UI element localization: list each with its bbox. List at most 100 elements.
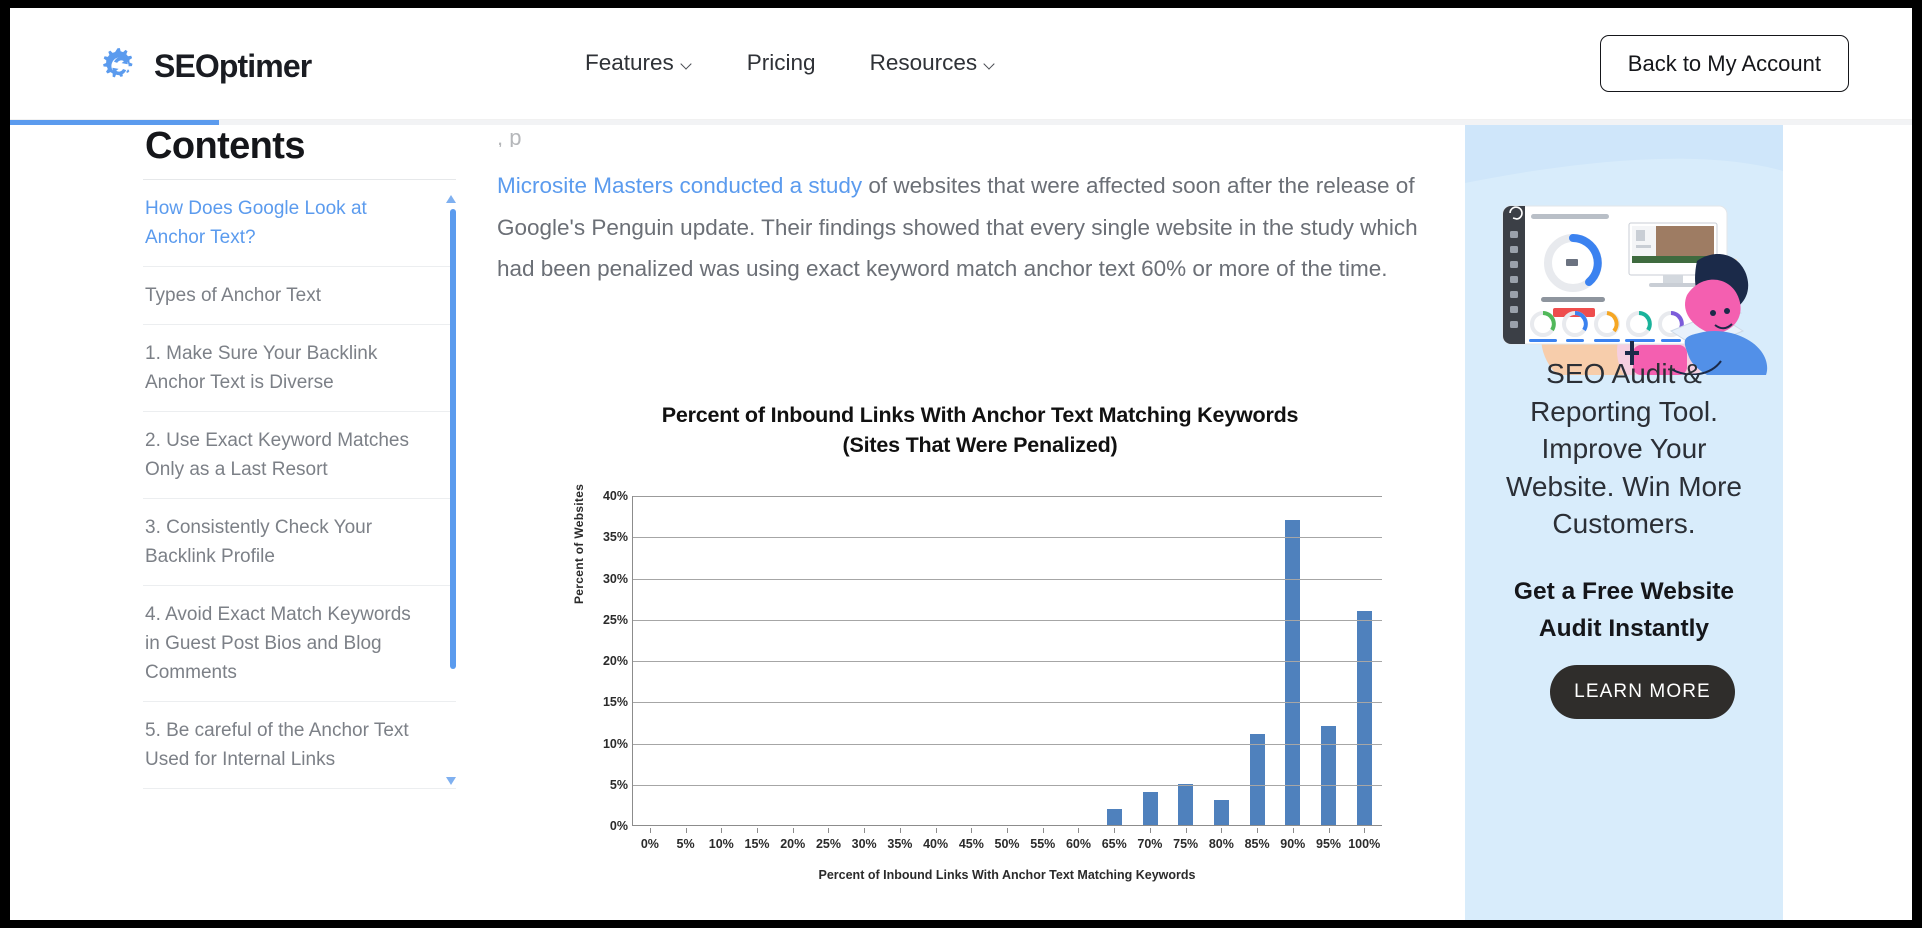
chart-x-tick-label: 85%	[1244, 837, 1270, 851]
chart-x-tick-20: 100%	[1346, 828, 1382, 851]
nav-item-resources-label: Resources	[869, 50, 978, 75]
chart-x-tick-label: 30%	[851, 837, 877, 851]
chart-bar-70	[1142, 792, 1158, 825]
brand-wordmark: SEOptimer	[154, 48, 312, 84]
article-paragraph-text: of websites that were affected soon afte…	[497, 173, 1418, 281]
nav-item-pricing-label: Pricing	[746, 50, 816, 75]
toc-item-6[interactable]: 5. Be careful of the Anchor Text Used fo…	[143, 701, 456, 788]
toc-item-0[interactable]: How Does Google Look at Anchor Text?	[143, 179, 456, 266]
chart-y-tick-2: 10%	[602, 736, 628, 751]
chart-title: Percent of Inbound Links With Anchor Tex…	[570, 391, 1390, 460]
toc-item-7[interactable]: 6. Relevancy is Just as Important as Bac…	[143, 788, 456, 799]
chart-y-tick-8: 40%	[602, 489, 628, 503]
sidebar-ad[interactable]: SEO Audit & Reporting Tool. Improve Your…	[1465, 125, 1783, 920]
chart-bar-90	[1285, 519, 1301, 825]
chart-x-tick-4: 20%	[775, 828, 811, 851]
chart-x-tick-label: 70%	[1137, 837, 1163, 851]
chart-bar-65	[1107, 808, 1123, 825]
chart-tick-mark	[721, 828, 723, 833]
article-content: , p Microsite Masters conducted a study …	[497, 125, 1437, 324]
chart-x-tick-label: 90%	[1280, 837, 1306, 851]
seo-audit-dashboard-illustration-icon	[1465, 125, 1783, 387]
microsite-masters-study-link[interactable]: Microsite Masters conducted a study	[497, 173, 863, 198]
chart-x-tick-14: 70%	[1132, 828, 1168, 851]
chart-bar-slot	[1275, 496, 1311, 825]
back-to-my-account-button[interactable]: Back to My Account	[1599, 35, 1849, 92]
chart-x-tick-label: 5%	[676, 837, 695, 851]
chart-x-tick-label: 20%	[780, 837, 806, 851]
contents-sidebar: Contents How Does Google Look at Anchor …	[143, 125, 465, 799]
chart-y-tick-6: 30%	[602, 571, 628, 586]
toc-item-4[interactable]: 3. Consistently Check Your Backlink Prof…	[143, 498, 456, 585]
chart-plot-wrapper: Percent of Websites 0% 5% 10% 15% 20% 25% 30% 3…	[570, 484, 1390, 882]
ad-headline: SEO Audit & Reporting Tool. Improve Your…	[1506, 358, 1742, 539]
chart-x-tick-10: 50%	[989, 828, 1025, 851]
chart-bar-85	[1249, 734, 1265, 825]
reading-progress-fill	[10, 120, 220, 125]
chevron-down-icon	[985, 60, 996, 71]
chart-x-tick-5: 25%	[811, 828, 847, 851]
chart-tick-mark	[1185, 828, 1187, 833]
chart-y-tick-5: 25%	[602, 612, 628, 627]
article-paragraph: Microsite Masters conducted a study of w…	[497, 165, 1437, 290]
chart-bar-slot	[1168, 496, 1204, 825]
learn-more-button[interactable]: LEARN MORE	[1550, 665, 1735, 719]
page-body: Contents How Does Google Look at Anchor …	[10, 125, 1912, 920]
chart-tick-mark	[1078, 828, 1080, 833]
brand-logo[interactable]: SEOptimer	[98, 44, 312, 89]
chart-tick-mark	[1114, 828, 1116, 833]
chart-tick-mark	[649, 828, 651, 833]
chart-x-tick-18: 90%	[1275, 828, 1311, 851]
chart-x-tick-13: 65%	[1096, 828, 1132, 851]
chart-bar-slot	[1311, 496, 1347, 825]
contents-title: Contents	[145, 125, 305, 167]
toc-item-3[interactable]: 2. Use Exact Keyword Matches Only as a L…	[143, 411, 456, 498]
contents-scrollbar-thumb[interactable]	[450, 209, 456, 669]
triangle-up-icon[interactable]	[446, 195, 456, 203]
nav-item-pricing[interactable]: Pricing	[747, 50, 816, 76]
contents-list: How Does Google Look at Anchor Text? Typ…	[143, 179, 456, 799]
chart-x-tick-label: 40%	[923, 837, 949, 851]
toc-item-5[interactable]: 4. Avoid Exact Match Keywords in Guest P…	[143, 585, 456, 701]
chart-x-tick-label: 80%	[1208, 837, 1234, 851]
chart-x-tick-8: 40%	[918, 828, 954, 851]
chart-x-tick-label: 55%	[1030, 837, 1056, 851]
chart-tick-mark	[1221, 828, 1223, 833]
chart-x-tick-15: 75%	[1168, 828, 1204, 851]
chart-x-tick-9: 45%	[953, 828, 989, 851]
chart-x-tick-17: 85%	[1239, 828, 1275, 851]
nav-item-features[interactable]: Features	[585, 50, 693, 76]
chart-x-axis-label: Percent of Inbound Links With Anchor Tex…	[818, 868, 1196, 882]
triangle-down-icon[interactable]	[446, 777, 456, 785]
browser-viewport: SEOptimer Features Pricing Resources Bac…	[10, 8, 1912, 920]
chart-x-tick-1: 5%	[668, 828, 704, 851]
chart-bar-slot	[1097, 496, 1133, 825]
chart-y-axis-ticks: 0% 5% 10% 15% 20% 25% 30% 35% 40%	[580, 489, 628, 833]
chart-x-tick-label: 60%	[1065, 837, 1091, 851]
chart-tick-mark	[1364, 828, 1366, 833]
chart-x-tick-7: 35%	[882, 828, 918, 851]
chart-x-tick-label: 50%	[994, 837, 1020, 851]
bar-chart-figure: Percent of Inbound Links With Anchor Tex…	[570, 391, 1390, 901]
chart-tick-mark	[1007, 828, 1009, 833]
chart-y-tick-1: 5%	[609, 777, 628, 792]
chart-tick-mark	[899, 828, 901, 833]
chart-x-tick-12: 60%	[1061, 828, 1097, 851]
nav-item-resources[interactable]: Resources	[870, 50, 997, 76]
chart-bar-80	[1214, 800, 1230, 825]
chart-bar-95	[1321, 726, 1337, 825]
chart-x-tick-label: 25%	[815, 837, 841, 851]
toc-item-2[interactable]: 1. Make Sure Your Backlink Anchor Text i…	[143, 324, 456, 411]
chart-x-tick-label: 75%	[1173, 837, 1199, 851]
chevron-down-icon	[682, 60, 693, 71]
chart-x-tick-label: 65%	[1101, 837, 1127, 851]
chart-x-axis-ticks: 0% 5% 10% 15% 20% 25% 30% 35% 40% 45% 50% 55% 60% 65%…	[632, 828, 1382, 851]
chart-tick-mark	[1292, 828, 1294, 833]
chart-gridline	[633, 619, 1382, 621]
chart-x-tick-label: 35%	[887, 837, 913, 851]
toc-item-1[interactable]: Types of Anchor Text	[143, 266, 456, 324]
chart-gridline	[633, 784, 1382, 786]
chart-title-line-2: (Sites That Were Penalized)	[842, 433, 1118, 457]
chart-y-tick-4: 20%	[602, 654, 628, 668]
chart-tick-mark	[1042, 828, 1044, 833]
